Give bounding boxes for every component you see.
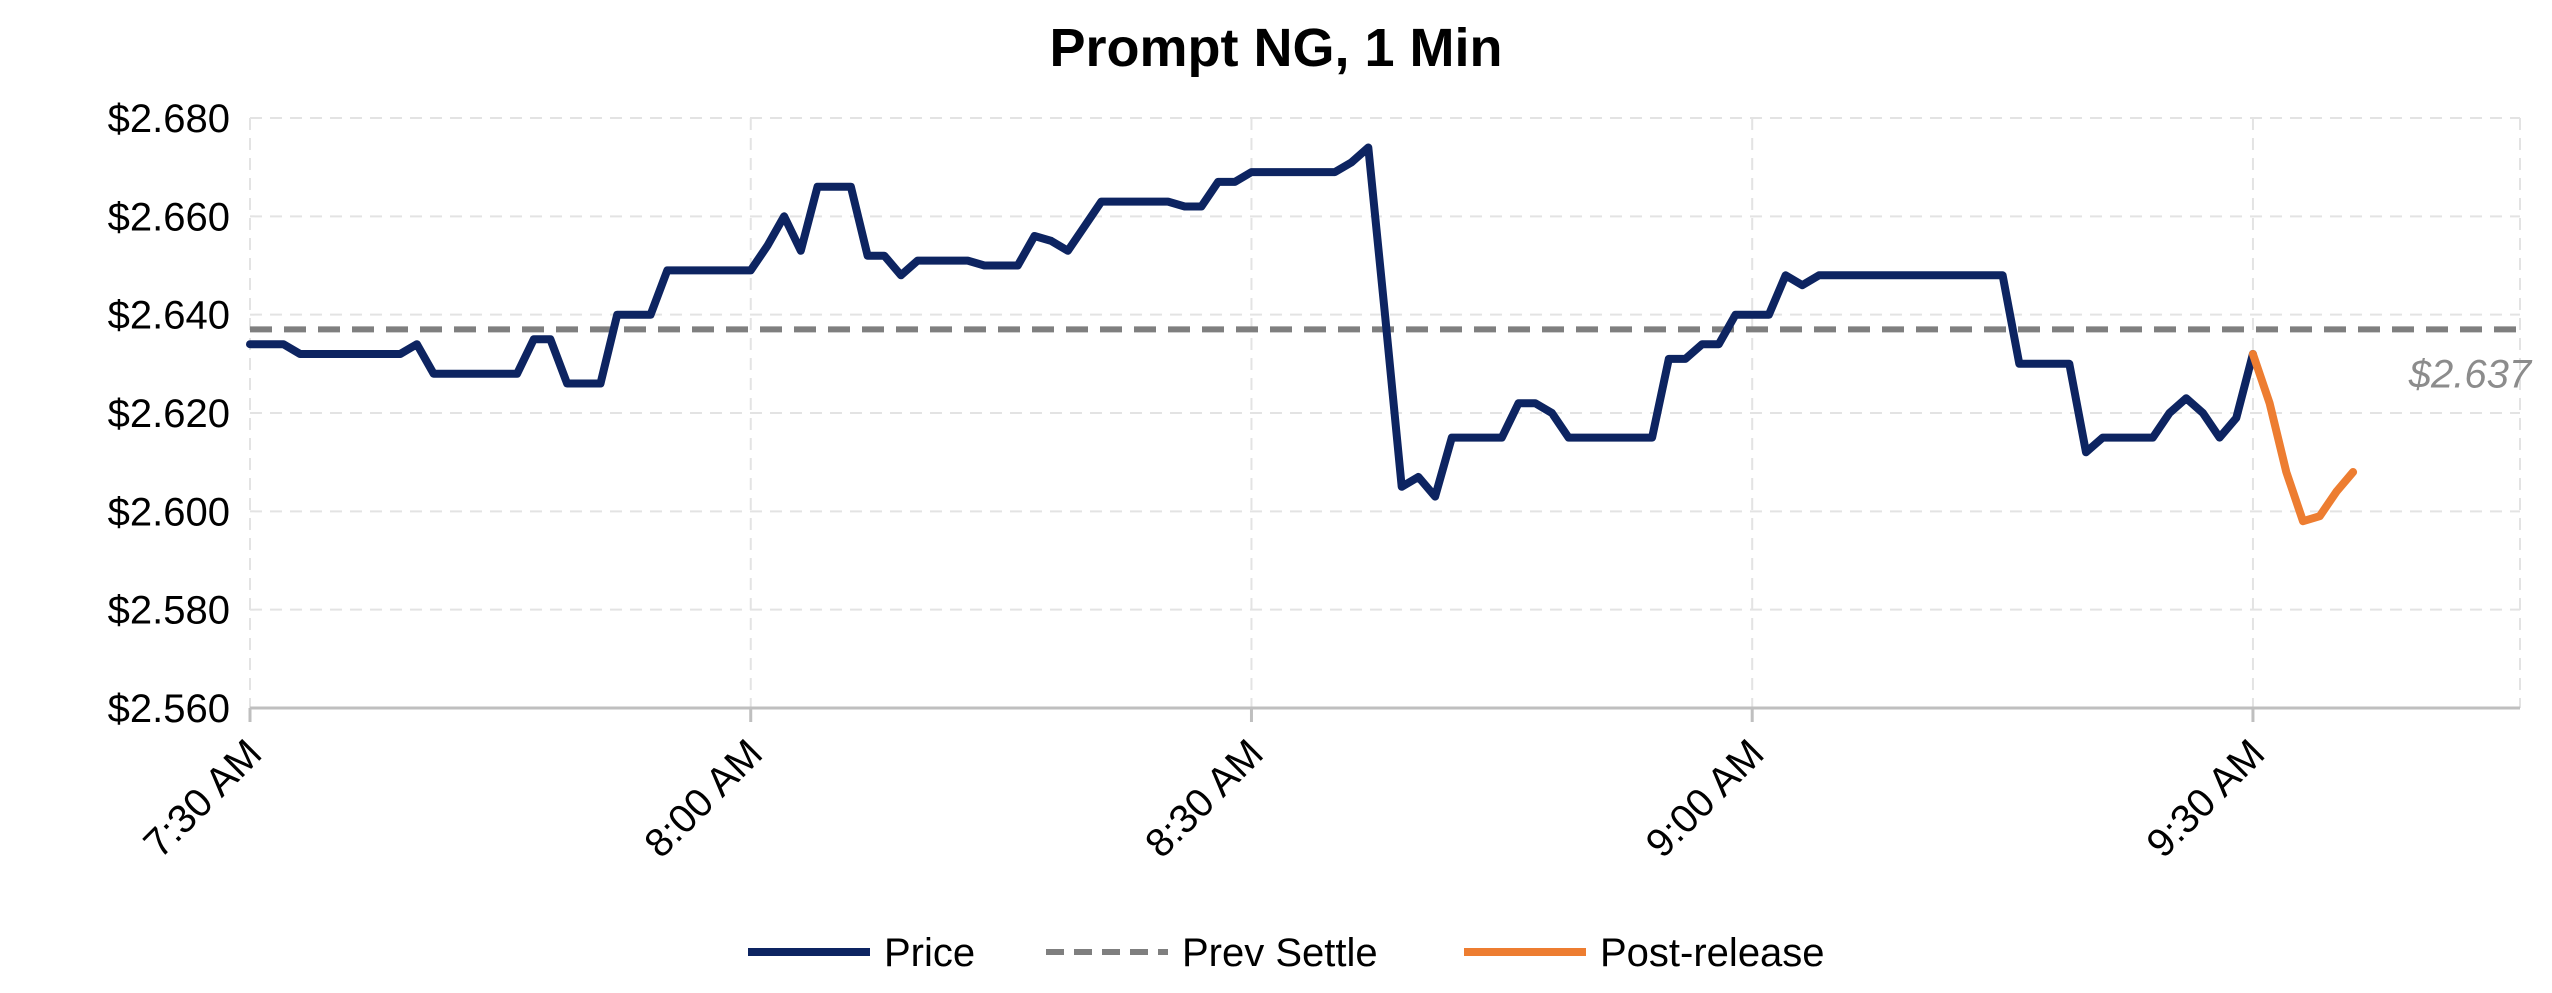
y-tick-label: $2.600 <box>108 490 230 534</box>
legend-label: Prev Settle <box>1182 931 1378 975</box>
legend-item-price: Price <box>748 931 975 975</box>
y-tick-label: $2.620 <box>108 392 230 436</box>
grid-lines <box>249 117 2521 708</box>
legend: Price Prev Settle Post-release <box>748 931 1825 975</box>
legend-label: Price <box>884 931 975 975</box>
series-line-price <box>246 143 2257 501</box>
legend-item-post-release: Post-release <box>1464 931 1825 975</box>
legend-label: Post-release <box>1600 931 1825 975</box>
x-tick-label: 7:30 AM <box>135 731 270 866</box>
y-tick-label: $2.680 <box>108 97 230 141</box>
annotations: $2.637 <box>2408 353 2533 397</box>
series-line-post-release <box>2248 350 2358 526</box>
y-tick-label: $2.640 <box>108 294 230 338</box>
y-tick-label: $2.580 <box>108 589 230 633</box>
x-tick-label: 8:00 AM <box>636 731 771 866</box>
x-tick-label: 9:30 AM <box>2138 731 2273 866</box>
series-lines <box>246 143 2520 526</box>
axes: $2.560 $2.580 $2.600 $2.620 $2.640 $2.660 $2.6… <box>108 97 2520 866</box>
x-tick-label: 8:30 AM <box>1137 731 1272 866</box>
y-tick-label: $2.560 <box>108 687 230 731</box>
y-tick-label: $2.660 <box>108 195 230 239</box>
annotation-label: $2.637 <box>2408 353 2533 397</box>
x-tick-label: 9:00 AM <box>1638 731 1773 866</box>
legend-item-prev-settle: Prev Settle <box>1046 931 1378 975</box>
chart-title: Prompt NG, 1 Min <box>1049 18 1502 78</box>
